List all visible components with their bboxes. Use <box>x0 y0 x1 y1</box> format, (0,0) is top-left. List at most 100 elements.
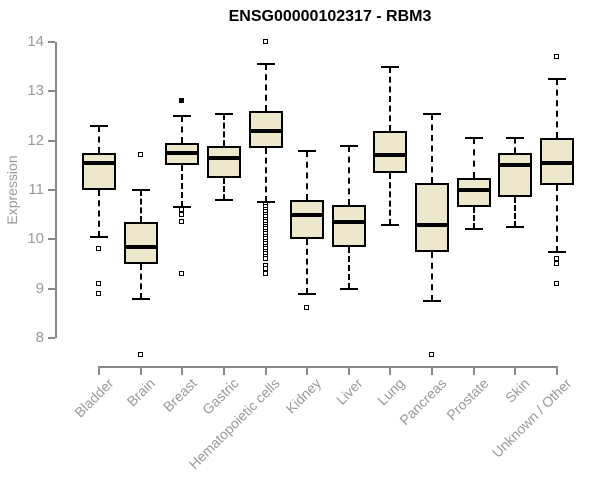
whisker-upper <box>306 150 309 200</box>
x-axis-label: Unknown / Other <box>488 375 575 461</box>
outlier-point <box>179 98 185 104</box>
outlier-point <box>179 219 185 225</box>
y-tick-label: 10 <box>27 230 44 248</box>
whisker-lower <box>306 239 309 294</box>
y-tick <box>48 238 55 241</box>
outlier-point <box>262 265 268 271</box>
whisker-upper <box>181 116 184 144</box>
outlier-point <box>96 246 101 252</box>
whisker-upper <box>347 145 350 205</box>
outlier-point <box>554 256 559 262</box>
x-axis-label: Liver <box>333 375 367 408</box>
x-axis-label: Brain <box>123 375 158 410</box>
x-tick <box>472 368 475 375</box>
outlier-point <box>179 211 185 217</box>
y-tick-label: 8 <box>35 329 44 346</box>
outlier-point <box>554 53 559 59</box>
whisker-upper <box>514 138 517 153</box>
median-line <box>206 155 241 160</box>
outlier-point <box>262 256 268 262</box>
median-line <box>290 212 325 217</box>
box <box>415 182 450 252</box>
box <box>498 153 533 198</box>
whisker-cap-lower <box>464 228 483 231</box>
whisker-cap-lower <box>423 300 442 302</box>
whisker-cap-upper <box>131 189 150 191</box>
outlier-point <box>96 290 101 296</box>
whisker-cap-lower <box>90 235 108 238</box>
outlier-point <box>554 280 559 286</box>
whisker-cap-upper <box>173 115 192 117</box>
outlier-point <box>179 270 185 276</box>
x-tick <box>347 368 350 375</box>
x-tick <box>389 368 392 375</box>
whisker-upper <box>389 66 392 131</box>
whisker-lower <box>139 264 142 299</box>
whisker-cap-lower <box>214 198 233 201</box>
x-tick <box>556 368 558 375</box>
whisker-cap-upper <box>298 149 317 152</box>
whisker-cap-lower <box>506 226 525 228</box>
x-tick <box>222 368 225 375</box>
whisker-cap-upper <box>464 137 483 140</box>
y-tick <box>48 287 55 290</box>
outlier-point <box>96 280 101 286</box>
whisker-cap-lower <box>298 292 317 295</box>
outlier-point <box>262 270 268 276</box>
whisker-cap-upper <box>339 144 358 147</box>
x-axis-line <box>98 366 558 368</box>
median-line <box>248 128 283 133</box>
whisker-cap-lower <box>131 297 150 300</box>
outlier-point <box>262 39 268 44</box>
x-tick <box>264 368 267 375</box>
y-tick-label: 14 <box>27 33 44 50</box>
box <box>82 153 116 190</box>
x-tick <box>306 368 309 375</box>
outlier-point <box>137 152 143 158</box>
whisker-lower <box>98 190 100 237</box>
whisker-upper <box>472 138 475 178</box>
x-tick <box>139 368 142 375</box>
outlier-point <box>179 206 185 212</box>
whisker-upper <box>222 113 225 146</box>
median-line <box>165 151 200 155</box>
whisker-cap-upper <box>90 124 108 127</box>
y-tick <box>48 90 55 93</box>
chart-title: ENSG00000102317 - RBM3 <box>228 8 432 25</box>
whisker-upper <box>139 190 142 223</box>
whisker-upper <box>556 79 558 139</box>
whisker-lower <box>347 246 350 289</box>
x-axis-label: Prostate <box>442 375 492 424</box>
x-axis-label: Skin <box>502 375 533 406</box>
y-tick-label: 12 <box>27 131 44 149</box>
x-tick <box>98 368 100 375</box>
y-tick <box>48 189 55 191</box>
whisker-cap-upper <box>381 65 400 68</box>
y-tick <box>48 337 55 339</box>
outlier-point <box>429 352 435 358</box>
whisker-cap-upper <box>256 63 275 66</box>
y-tick-label: 11 <box>28 181 44 198</box>
box <box>290 199 325 240</box>
whisker-lower <box>514 197 517 227</box>
whisker-lower <box>472 207 475 230</box>
box <box>123 222 158 264</box>
whisker-cap-lower <box>548 250 566 253</box>
whisker-cap-upper <box>423 112 442 115</box>
box <box>206 145 241 178</box>
whisker-cap-upper <box>214 112 233 115</box>
x-tick <box>514 368 517 375</box>
median-line <box>123 244 158 249</box>
whisker-lower <box>222 177 225 200</box>
y-tick <box>48 41 55 43</box>
x-axis-label: Kidney <box>282 375 325 417</box>
whisker-lower <box>264 148 267 203</box>
whisker-cap-upper <box>548 78 566 80</box>
whisker-lower <box>431 251 434 301</box>
median-line <box>373 153 408 158</box>
whisker-cap-lower <box>381 223 400 226</box>
y-tick-label: 13 <box>27 82 44 100</box>
outlier-point <box>554 261 559 266</box>
